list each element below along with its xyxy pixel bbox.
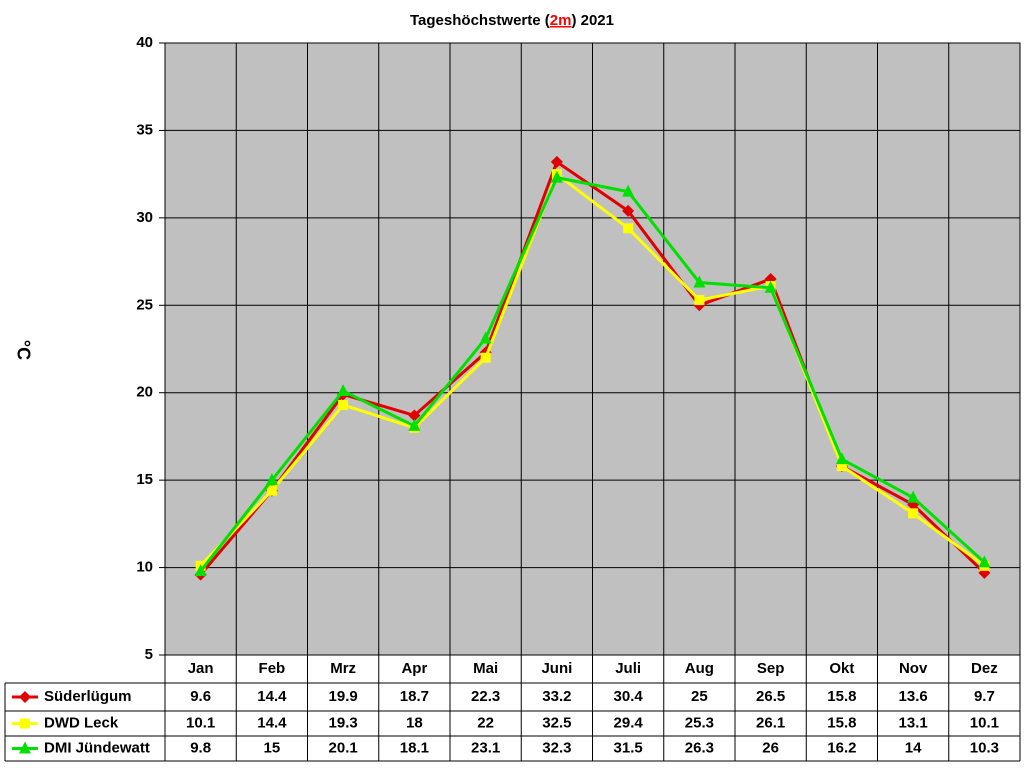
y-tick-label: 40 [136,34,153,51]
marker [265,473,278,486]
table-value: 30.4 [614,688,644,705]
marker [907,490,920,503]
marker [978,555,991,568]
marker [836,461,847,472]
table-value: 9.6 [190,688,211,705]
x-tick-label: Nov [899,660,928,677]
y-tick-label: 20 [136,384,153,401]
table-value: 29.4 [614,714,644,731]
table-value: 25 [691,688,708,705]
table-value: 14.4 [257,688,287,705]
title-part: ) 2021 [571,12,614,29]
table-value: 31.5 [614,739,643,756]
legend-label: DWD Leck [44,714,119,731]
table-value: 9.8 [190,739,211,756]
x-tick-label: Juni [541,660,572,677]
marker [622,184,635,197]
y-tick-label: 25 [136,296,153,313]
x-tick-label: Sep [757,660,785,677]
table-value: 22 [477,714,494,731]
table-value: 15.8 [827,688,856,705]
table-value: 26.1 [756,714,785,731]
marker [550,155,563,168]
title-part: Tageshöchstwerte ( [410,12,550,29]
table-value: 26.3 [685,739,714,756]
marker [408,418,421,431]
table-value: 15 [264,739,281,756]
x-tick-label: Dez [971,660,998,677]
series-line [199,175,986,572]
y-tick-label: 5 [145,646,153,663]
marker [693,275,706,288]
y-tick-label: 10 [136,559,153,576]
chart-title: Tageshöchstwerte (2m) 2021 [410,12,614,29]
table-value: 19.3 [329,714,358,731]
marker [694,295,705,306]
table-value: 20.1 [329,739,358,756]
series-line [199,171,986,568]
marker [764,280,777,293]
marker [266,485,277,496]
table-value: 26 [762,739,779,756]
table-value: 26.5 [756,688,785,705]
table-value: 23.1 [471,739,500,756]
y-axis-label: °C [13,340,33,360]
x-tick-label: Apr [401,660,427,677]
table-value: 33.2 [542,688,571,705]
table-value: 16.2 [827,739,856,756]
table-value: 13.6 [899,688,928,705]
table-value: 22.3 [471,688,500,705]
table-value: 14 [905,739,922,756]
x-tick-label: Feb [259,660,286,677]
table-value: 9.7 [974,688,995,705]
legend-label: Süderlügum [44,688,132,705]
table-value: 19.9 [329,688,358,705]
marker [408,409,421,422]
x-tick-label: Jan [188,660,214,677]
table-value: 25.3 [685,714,714,731]
table-value: 10.1 [186,714,215,731]
marker [479,331,492,344]
table-value: 13.1 [899,714,928,731]
table-value: 15.8 [827,714,856,731]
marker [480,352,491,363]
marker [908,508,919,519]
table-value: 10.3 [970,739,999,756]
y-tick-label: 30 [136,209,153,226]
table-value: 10.1 [970,714,999,731]
marker [337,383,350,396]
x-tick-label: Okt [829,660,854,677]
marker [835,452,848,465]
legend-label: DMI Jündewatt [44,739,150,756]
table-value: 32.3 [542,739,571,756]
table-value: 18.7 [400,688,429,705]
marker [550,170,563,183]
legend-marker [19,741,31,754]
legend-marker [20,718,30,729]
x-tick-label: Mrz [330,660,356,677]
x-tick-label: Mai [473,660,498,677]
y-tick-label: 15 [136,471,153,488]
marker [623,223,634,234]
title-highlight: 2m [550,12,572,29]
y-tick-label: 35 [136,121,153,138]
table-value: 14.4 [257,714,287,731]
legend-marker [19,691,31,703]
marker [338,399,349,410]
table-value: 32.5 [542,714,571,731]
x-tick-label: Aug [685,660,714,677]
marker [622,204,635,217]
x-tick-label: Juli [615,660,641,677]
table-value: 18.1 [400,739,429,756]
table-value: 18 [406,714,423,731]
marker [194,564,207,577]
